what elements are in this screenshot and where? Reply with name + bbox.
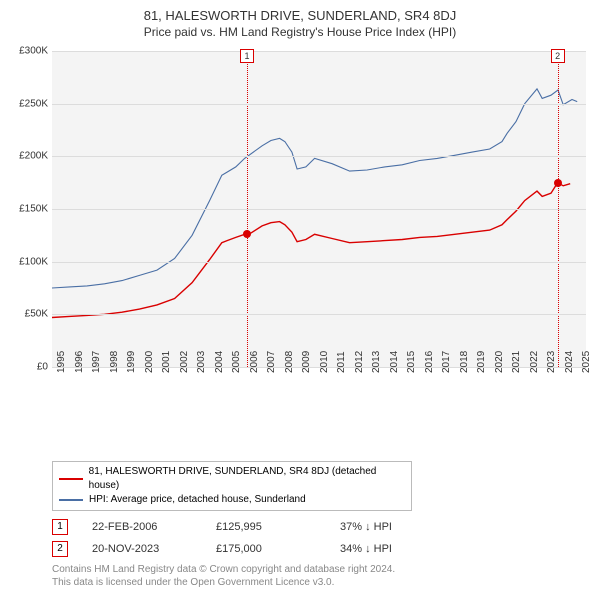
- annotation-date-1: 22-FEB-2006: [92, 521, 192, 533]
- x-axis-label: 1995: [56, 351, 67, 373]
- annotation-badge-2: 2: [52, 541, 68, 557]
- x-axis-label: 1996: [74, 351, 85, 373]
- y-axis-label: £250K: [10, 98, 48, 109]
- y-axis-label: £150K: [10, 204, 48, 215]
- legend-item-series2: HPI: Average price, detached house, Sund…: [59, 493, 405, 507]
- x-axis-label: 2006: [249, 351, 260, 373]
- annotation-row-1: 1 22-FEB-2006 £125,995 37% ↓ HPI: [52, 519, 590, 535]
- price-marker-dot: [554, 179, 562, 187]
- annotation-delta-1: 37% ↓ HPI: [340, 521, 440, 533]
- x-axis-label: 1998: [109, 351, 120, 373]
- x-axis-label: 2010: [319, 351, 330, 373]
- legend-item-series1: 81, HALESWORTH DRIVE, SUNDERLAND, SR4 8D…: [59, 465, 405, 493]
- y-axis-label: £50K: [10, 309, 48, 320]
- footer-line-2: This data is licensed under the Open Gov…: [52, 576, 590, 589]
- x-axis-label: 2022: [529, 351, 540, 373]
- annotation-row-2: 2 20-NOV-2023 £175,000 34% ↓ HPI: [52, 541, 590, 557]
- x-axis-label: 2021: [511, 351, 522, 373]
- plot-region: 12: [52, 51, 586, 367]
- annotation-price-2: £175,000: [216, 543, 316, 555]
- y-axis-label: £200K: [10, 151, 48, 162]
- footer-line-1: Contains HM Land Registry data © Crown c…: [52, 563, 590, 576]
- x-axis-label: 2014: [389, 351, 400, 373]
- x-axis-label: 2001: [161, 351, 172, 373]
- legend-label-2: HPI: Average price, detached house, Sund…: [89, 493, 306, 507]
- x-axis-label: 2002: [179, 351, 190, 373]
- x-axis-label: 2004: [214, 351, 225, 373]
- price-marker-dot: [243, 230, 251, 238]
- legend: 81, HALESWORTH DRIVE, SUNDERLAND, SR4 8D…: [52, 461, 412, 511]
- annotation-price-1: £125,995: [216, 521, 316, 533]
- chart-title: 81, HALESWORTH DRIVE, SUNDERLAND, SR4 8D…: [10, 8, 590, 23]
- x-axis-label: 2025: [581, 351, 592, 373]
- y-axis-label: £100K: [10, 256, 48, 267]
- chart-marker-badge: 2: [551, 49, 565, 63]
- annotations-table: 1 22-FEB-2006 £125,995 37% ↓ HPI 2 20-NO…: [52, 519, 590, 557]
- x-axis-label: 2020: [494, 351, 505, 373]
- x-axis-label: 2019: [476, 351, 487, 373]
- chart-area: 12 £0£50K£100K£150K£200K£250K£300K 19951…: [10, 47, 590, 417]
- legend-swatch-blue: [59, 499, 83, 501]
- x-axis-label: 2011: [336, 351, 347, 373]
- legend-swatch-red: [59, 478, 83, 480]
- x-axis-label: 2023: [546, 351, 557, 373]
- annotation-badge-1: 1: [52, 519, 68, 535]
- annotation-date-2: 20-NOV-2023: [92, 543, 192, 555]
- x-axis-label: 2018: [459, 351, 470, 373]
- x-axis-label: 2007: [266, 351, 277, 373]
- x-axis-label: 1999: [126, 351, 137, 373]
- x-axis-label: 2024: [564, 351, 575, 373]
- x-axis-label: 2017: [441, 351, 452, 373]
- x-axis-label: 1997: [91, 351, 102, 373]
- x-axis-label: 2005: [231, 351, 242, 373]
- x-axis-label: 2009: [301, 351, 312, 373]
- y-axis-label: £300K: [10, 46, 48, 57]
- x-axis-label: 2012: [354, 351, 365, 373]
- chart-marker-badge: 1: [240, 49, 254, 63]
- chart-subtitle: Price paid vs. HM Land Registry's House …: [10, 25, 590, 39]
- x-axis-label: 2008: [284, 351, 295, 373]
- x-axis-label: 2016: [424, 351, 435, 373]
- annotation-delta-2: 34% ↓ HPI: [340, 543, 440, 555]
- x-axis-label: 2015: [406, 351, 417, 373]
- legend-label-1: 81, HALESWORTH DRIVE, SUNDERLAND, SR4 8D…: [89, 465, 405, 493]
- footer-attribution: Contains HM Land Registry data © Crown c…: [52, 563, 590, 589]
- x-axis-label: 2003: [196, 351, 207, 373]
- y-axis-label: £0: [10, 362, 48, 373]
- x-axis-label: 2013: [371, 351, 382, 373]
- x-axis-label: 2000: [144, 351, 155, 373]
